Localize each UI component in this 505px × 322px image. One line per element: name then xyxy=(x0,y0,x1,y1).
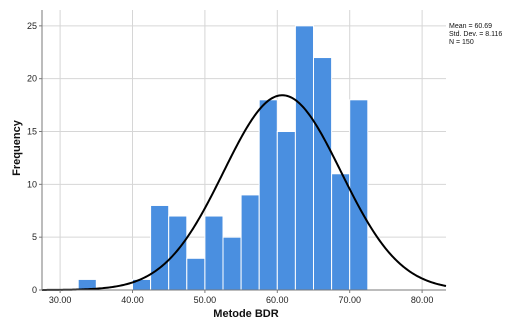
histogram-bar xyxy=(294,25,315,291)
x-tick-label: 40.00 xyxy=(121,295,144,305)
histogram-bar xyxy=(313,57,333,291)
y-tick-labels: 0 5 10 15 20 25 xyxy=(27,21,37,295)
histogram-bar xyxy=(258,99,278,291)
normal-curve xyxy=(42,94,447,291)
histogram-bar xyxy=(276,131,296,291)
histogram-bar xyxy=(168,215,188,291)
y-tick-label: 10 xyxy=(27,179,37,189)
y-tick-label: 5 xyxy=(32,232,37,242)
x-tick-label: 30.00 xyxy=(49,295,72,305)
x-tick-label: 70.00 xyxy=(338,295,361,305)
x-tick-label: 50.00 xyxy=(194,295,217,305)
x-tick-labels: 30.00 40.00 50.00 60.00 70.00 80.00 xyxy=(49,295,434,305)
stat-n: N = 150 xyxy=(449,39,474,46)
y-tick-label: 15 xyxy=(27,127,37,137)
histogram-bars xyxy=(77,25,369,291)
histogram-bar xyxy=(186,257,206,291)
histogram-bar xyxy=(150,204,170,291)
y-tick-label: 0 xyxy=(32,285,37,295)
histogram-bar xyxy=(222,236,242,291)
y-tick-label: 20 xyxy=(27,74,37,84)
x-axis-title: Metode BDR xyxy=(213,308,278,320)
stat-mean: Mean = 60.69 xyxy=(449,23,492,30)
x-tick-label: 80.00 xyxy=(411,295,434,305)
y-axis-title: Frequency xyxy=(11,119,23,176)
x-tick-label: 60.00 xyxy=(266,295,289,305)
axes xyxy=(39,10,446,293)
summary-statistics: Mean = 60.69 Std. Dev. = 8.116 N = 150 xyxy=(449,23,502,46)
y-tick-label: 25 xyxy=(27,21,37,31)
stat-std-dev: Std. Dev. = 8.116 xyxy=(449,31,502,38)
histogram-bar xyxy=(331,173,351,291)
histogram-bar xyxy=(204,215,224,291)
histogram-bar xyxy=(240,194,260,291)
